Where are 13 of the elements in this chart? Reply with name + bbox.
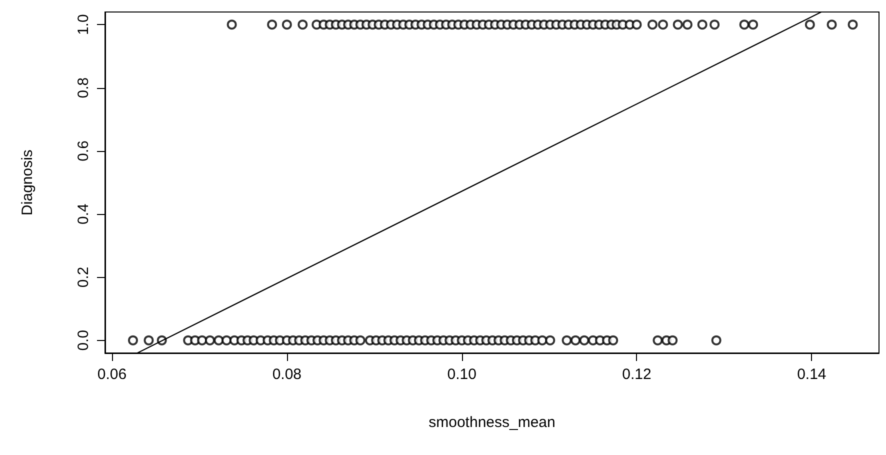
x-tick-label: 0.10 — [447, 366, 476, 383]
y-tick-label: 0.8 — [75, 77, 92, 98]
x-tick-label: 0.12 — [622, 366, 652, 383]
x-axis-title: smoothness_mean — [428, 414, 556, 431]
y-tick-label: 0.0 — [75, 330, 92, 351]
y-tick-label: 0.4 — [75, 204, 92, 225]
y-tick-label: 0.6 — [75, 140, 92, 162]
y-tick-label: 1.0 — [75, 14, 92, 36]
x-tick-label: 0.14 — [797, 366, 826, 383]
y-axis-title: Diagnosis — [19, 150, 36, 216]
y-tick-label: 0.2 — [75, 266, 92, 288]
x-tick-label: 0.08 — [272, 366, 302, 383]
x-tick-label: 0.06 — [97, 366, 127, 383]
